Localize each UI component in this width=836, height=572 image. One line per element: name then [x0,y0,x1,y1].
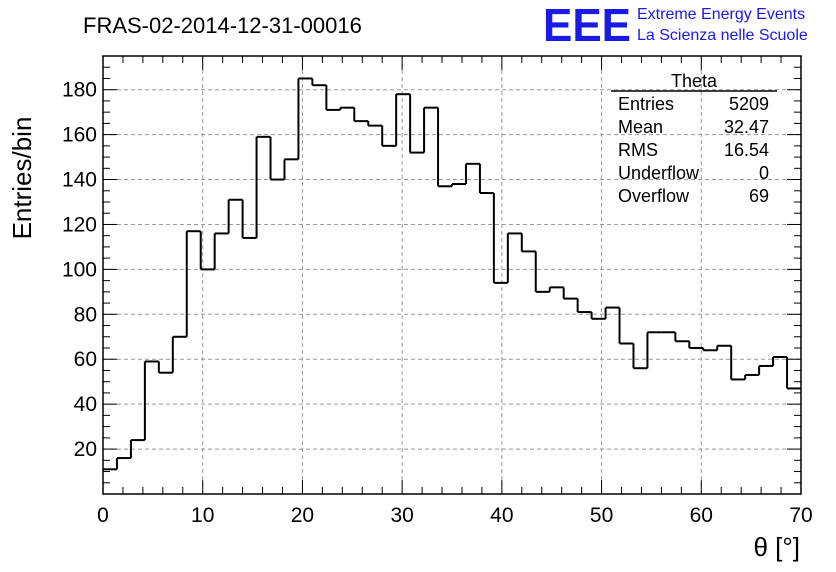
stats-label-overflow: Overflow [618,186,690,206]
x-tick-label: 50 [590,504,613,527]
axis-ticks [102,56,802,494]
stats-label-underflow: Underflow [618,163,700,183]
chart-title: FRAS-02-2014-12-31-00016 [83,13,362,38]
stats-value-entries: 5209 [729,94,769,114]
x-axis-title: θ [°] [753,532,800,562]
x-tick-label: 40 [490,504,513,527]
tick-labels: 0 10 20 30 40 50 60 70 20 40 60 80 100 120 140 160 180 [62,79,813,527]
stats-value-underflow: 0 [759,163,769,183]
y-tick-label: 60 [74,348,97,371]
grid-lines [103,56,801,494]
y-tick-label: 80 [74,303,97,326]
x-tick-label: 20 [291,504,314,527]
x-tick-label: 30 [390,504,413,527]
y-tick-label: 20 [74,438,97,461]
histogram-series [103,77,801,471]
stats-value-mean: 32.47 [724,117,769,137]
stats-value-overflow: 69 [749,186,769,206]
y-tick-label: 100 [62,258,97,281]
x-tick-label: 70 [789,504,812,527]
logo-line-2: La Scienza nelle Scuole [637,27,808,44]
x-tick-label: 60 [690,504,713,527]
stats-label-entries: Entries [618,94,674,114]
y-axis-title: Entries/bin [7,117,37,240]
stats-value-rms: 16.54 [724,140,769,160]
y-tick-label: 120 [62,213,97,236]
stats-label-rms: RMS [618,140,658,160]
stats-label-mean: Mean [618,117,663,137]
x-tick-label: 10 [191,504,214,527]
plot-border [102,55,802,495]
plot-frame [102,55,802,495]
y-tick-label: 40 [74,393,97,416]
stats-title: Theta [671,71,718,91]
y-tick-label: 140 [62,169,97,192]
y-tick-label: 160 [62,124,97,147]
logo-mark: EEE [543,0,631,51]
x-tick-label: 0 [97,504,109,527]
y-tick-label: 180 [62,79,97,102]
eee-logo: EEE Extreme Energy Events La Scienza nel… [543,0,808,51]
stats-box: Theta Entries 5209 Mean 32.47 RMS 16.54 … [611,71,777,206]
logo-line-1: Extreme Energy Events [637,6,805,23]
